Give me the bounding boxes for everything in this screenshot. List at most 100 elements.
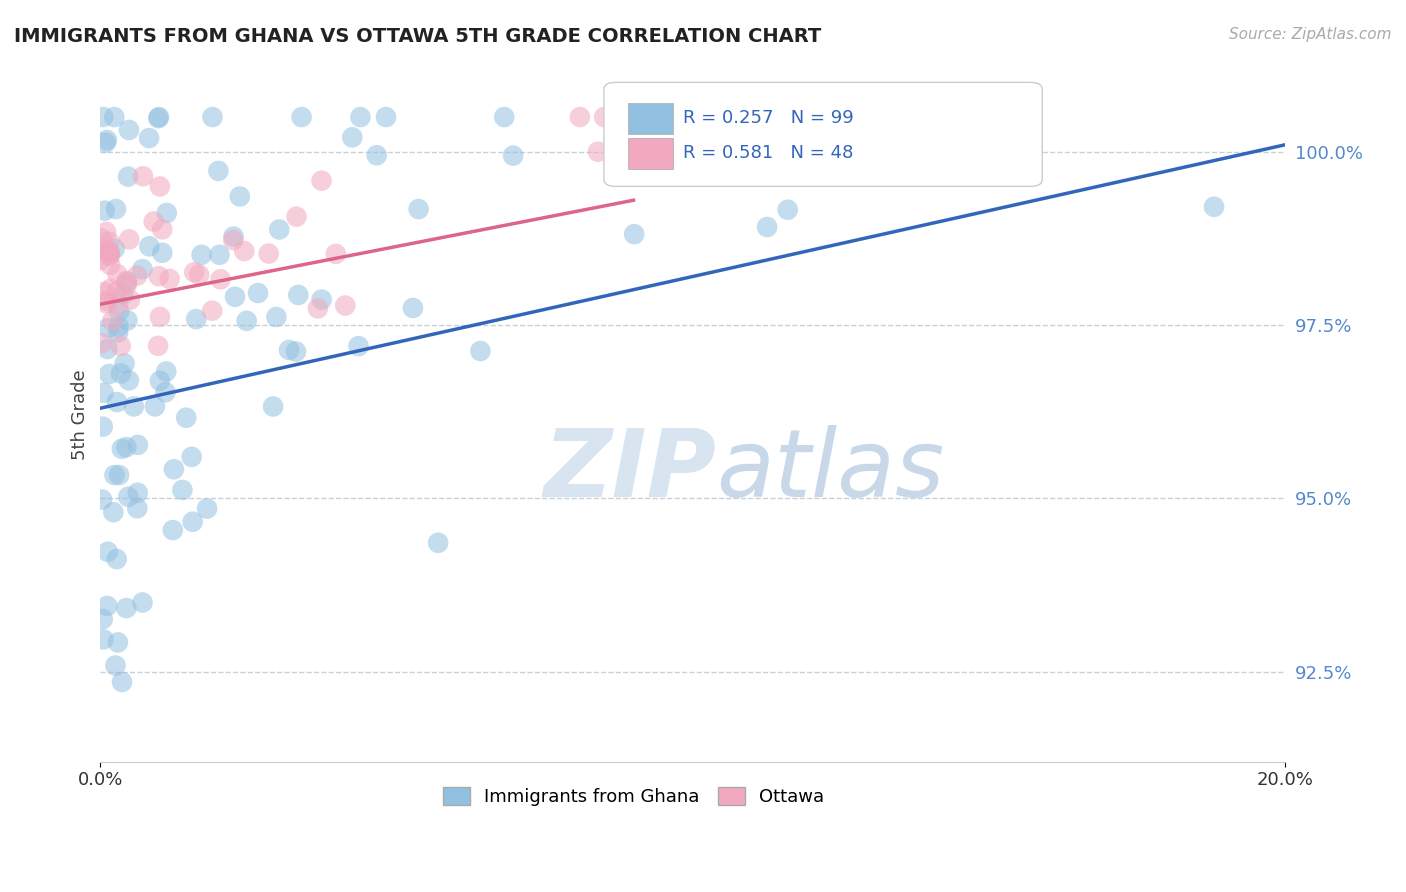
Point xyxy=(131,595,153,609)
Point xyxy=(107,268,129,282)
Point xyxy=(150,222,173,236)
Point xyxy=(776,202,799,217)
Point xyxy=(127,438,149,452)
Point xyxy=(342,130,364,145)
Point xyxy=(325,247,347,261)
Point xyxy=(114,357,136,371)
Point xyxy=(120,293,142,307)
FancyBboxPatch shape xyxy=(605,82,1042,186)
Point xyxy=(229,189,252,203)
Point xyxy=(115,275,138,289)
Point xyxy=(98,247,121,261)
Point xyxy=(94,243,117,257)
Point xyxy=(98,245,121,260)
Point xyxy=(118,232,141,246)
Point xyxy=(103,110,125,124)
Point xyxy=(138,131,160,145)
Text: Source: ZipAtlas.com: Source: ZipAtlas.com xyxy=(1229,27,1392,42)
Point xyxy=(108,468,131,483)
Point xyxy=(311,174,333,188)
Point xyxy=(285,210,308,224)
Point xyxy=(235,314,257,328)
Point xyxy=(94,244,117,259)
Point xyxy=(163,462,186,476)
Point xyxy=(118,373,141,387)
Point xyxy=(266,310,288,324)
Point xyxy=(183,265,205,279)
Point xyxy=(91,419,114,434)
Point xyxy=(347,339,370,353)
Point xyxy=(262,400,284,414)
Point xyxy=(93,285,115,299)
Point xyxy=(112,287,135,301)
Point xyxy=(586,145,609,159)
Point xyxy=(111,675,134,690)
Point xyxy=(115,278,138,293)
Point xyxy=(207,164,229,178)
Point xyxy=(107,326,129,340)
Point xyxy=(90,336,112,351)
Point xyxy=(107,297,129,311)
Point xyxy=(375,110,398,124)
Point xyxy=(91,612,114,626)
Point xyxy=(96,133,118,147)
Point xyxy=(97,545,120,559)
Point xyxy=(96,225,118,239)
Point xyxy=(162,523,184,537)
Point xyxy=(195,501,218,516)
Point xyxy=(97,321,120,335)
Point xyxy=(224,290,246,304)
Point xyxy=(201,110,224,124)
Point xyxy=(149,179,172,194)
Point xyxy=(122,400,145,414)
Point xyxy=(307,301,329,316)
Point xyxy=(159,272,181,286)
FancyBboxPatch shape xyxy=(627,103,672,135)
Point xyxy=(110,339,132,353)
Point xyxy=(257,246,280,260)
Legend: Immigrants from Ghana, Ottawa: Immigrants from Ghana, Ottawa xyxy=(433,778,834,815)
Point xyxy=(105,395,128,409)
Point xyxy=(117,490,139,504)
Point xyxy=(93,385,115,400)
Text: atlas: atlas xyxy=(717,425,945,516)
Point xyxy=(181,515,204,529)
Point xyxy=(155,364,177,378)
Point xyxy=(98,249,121,263)
Point xyxy=(94,296,117,310)
Point xyxy=(149,374,172,388)
Point xyxy=(222,233,245,247)
Point xyxy=(94,136,117,150)
Point xyxy=(278,343,301,357)
Text: R = 0.581   N = 48: R = 0.581 N = 48 xyxy=(683,145,853,162)
Point xyxy=(222,229,245,244)
Point xyxy=(132,169,155,184)
Point xyxy=(96,293,118,308)
Point xyxy=(138,239,160,253)
Point xyxy=(98,367,121,381)
Point xyxy=(93,203,115,218)
Point xyxy=(269,222,291,236)
Point xyxy=(150,245,173,260)
Point xyxy=(101,314,124,328)
Point xyxy=(190,248,212,262)
Point xyxy=(98,235,121,249)
Point xyxy=(91,110,114,124)
Text: R = 0.257   N = 99: R = 0.257 N = 99 xyxy=(683,110,853,128)
Point xyxy=(209,272,232,286)
Point xyxy=(104,658,127,673)
Point xyxy=(285,344,308,359)
Point xyxy=(148,269,170,284)
Point xyxy=(131,262,153,277)
Point xyxy=(146,339,169,353)
Point xyxy=(96,599,118,613)
Point xyxy=(110,367,132,381)
Point xyxy=(127,485,149,500)
Point xyxy=(127,501,149,516)
Point xyxy=(115,440,138,454)
Point xyxy=(93,632,115,647)
Point xyxy=(105,285,128,299)
Point xyxy=(108,304,131,318)
Point xyxy=(1202,200,1225,214)
Point xyxy=(568,110,591,124)
